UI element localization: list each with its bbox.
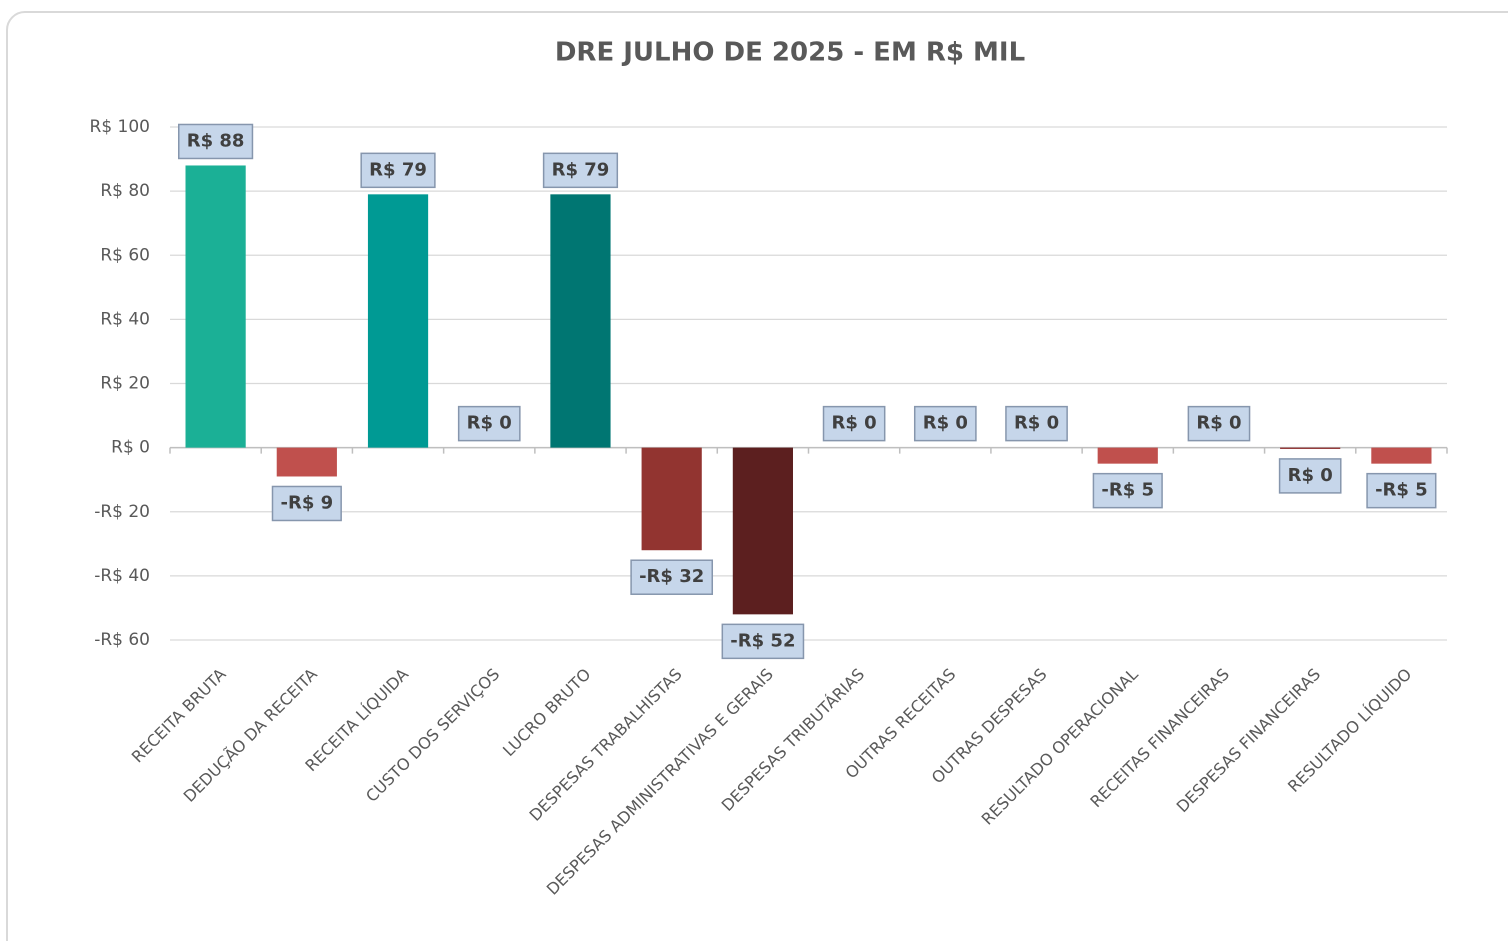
bar	[367, 194, 429, 448]
bar	[1280, 447, 1341, 449]
data-label-group: R$ 0	[822, 405, 886, 442]
data-label-group: R$ 0	[913, 405, 977, 442]
data-label-box	[1092, 472, 1163, 509]
data-label: -R$ 5	[1101, 480, 1154, 501]
y-tick-label: -R$ 60	[94, 630, 150, 650]
data-label: R$ 88	[187, 130, 245, 151]
bar	[1371, 447, 1432, 464]
data-label-group: -R$ 9	[271, 485, 342, 522]
data-label: R$ 0	[923, 413, 968, 434]
data-label-box	[542, 152, 619, 189]
data-label-box	[360, 152, 436, 189]
y-tick-label: R$ 20	[100, 374, 150, 394]
y-tick-label: R$ 0	[111, 438, 150, 458]
y-tick-label: R$ 60	[100, 245, 150, 265]
data-label-box	[721, 623, 805, 660]
data-label-box	[630, 559, 714, 595]
data-label-box	[178, 123, 254, 160]
bar	[185, 165, 246, 448]
data-label: R$ 0	[1014, 413, 1059, 434]
y-tick-label: -R$ 20	[94, 502, 150, 522]
bar	[641, 447, 702, 551]
data-label-box	[1278, 458, 1342, 494]
data-label-box	[1005, 405, 1068, 442]
y-tick-label: R$ 40	[100, 309, 150, 329]
bar	[550, 194, 611, 448]
data-label-group: -R$ 5	[1092, 472, 1163, 509]
data-label: R$ 0	[832, 413, 877, 434]
data-label-box	[271, 485, 342, 522]
data-label: -R$ 5	[1375, 480, 1428, 501]
data-label: R$ 0	[1288, 465, 1333, 486]
y-tick-label: R$ 100	[90, 117, 150, 137]
bar	[1097, 447, 1158, 464]
data-label-group: R$ 0	[1005, 405, 1068, 442]
data-label-box	[1366, 472, 1437, 509]
data-label: -R$ 52	[730, 630, 795, 651]
data-label-box	[913, 405, 977, 442]
data-label: R$ 79	[369, 159, 427, 180]
data-label-group: R$ 88	[178, 123, 254, 160]
y-tick-label: R$ 80	[100, 181, 150, 201]
bar	[732, 447, 793, 615]
data-label-group: R$ 0	[1278, 458, 1342, 494]
data-label-group: R$ 0	[1187, 405, 1251, 442]
data-label-group: -R$ 5	[1366, 472, 1437, 509]
data-label: R$ 79	[552, 159, 610, 180]
data-label-group: -R$ 52	[721, 623, 805, 660]
bar	[276, 447, 337, 477]
chart-title: DRE JULHO DE 2025 - EM R$ MIL	[555, 38, 1025, 68]
data-label-group: R$ 79	[360, 152, 436, 189]
data-label-group: R$ 0	[457, 405, 521, 442]
data-label: -R$ 32	[639, 566, 704, 587]
data-label: R$ 0	[467, 413, 512, 434]
data-label-group: R$ 79	[542, 152, 619, 189]
data-label-box	[457, 405, 521, 442]
data-label-group: -R$ 32	[630, 559, 714, 595]
data-label: R$ 0	[1196, 413, 1241, 434]
data-label: -R$ 9	[280, 492, 333, 513]
data-label-box	[1187, 405, 1251, 442]
data-label-box	[822, 405, 886, 442]
y-tick-label: -R$ 40	[94, 566, 150, 586]
